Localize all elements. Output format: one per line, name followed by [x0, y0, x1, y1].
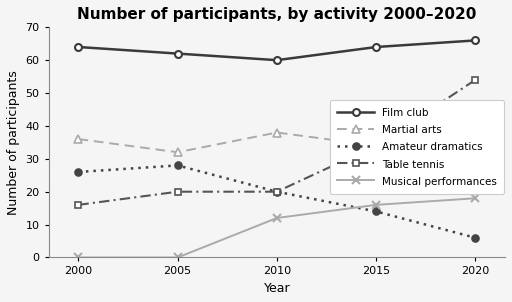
Line: Musical performances: Musical performances	[74, 194, 479, 262]
Table tennis	[175, 190, 181, 194]
Martial arts	[274, 131, 280, 134]
Film club	[373, 45, 379, 49]
Amateur dramatics	[472, 236, 478, 239]
Amateur dramatics	[75, 170, 81, 174]
Line: Table tennis: Table tennis	[75, 76, 479, 208]
Martial arts	[472, 137, 478, 141]
Musical performances	[472, 197, 478, 200]
Musical performances	[175, 256, 181, 259]
Legend: Film club, Martial arts, Amateur dramatics, Table tennis, Musical performances: Film club, Martial arts, Amateur dramati…	[330, 100, 504, 194]
Musical performances	[373, 203, 379, 207]
Table tennis	[274, 190, 280, 194]
Table tennis	[75, 203, 81, 207]
Y-axis label: Number of participants: Number of participants	[7, 70, 20, 215]
Film club	[175, 52, 181, 55]
Martial arts	[175, 150, 181, 154]
Martial arts	[373, 144, 379, 147]
Amateur dramatics	[274, 190, 280, 194]
Line: Amateur dramatics: Amateur dramatics	[75, 162, 479, 241]
Amateur dramatics	[175, 164, 181, 167]
Musical performances	[274, 216, 280, 220]
Film club	[75, 45, 81, 49]
Table tennis	[373, 144, 379, 147]
Amateur dramatics	[373, 210, 379, 213]
Line: Martial arts: Martial arts	[74, 128, 479, 156]
Table tennis	[472, 78, 478, 82]
Martial arts	[75, 137, 81, 141]
Film club	[472, 39, 478, 42]
Film club	[274, 58, 280, 62]
Line: Film club: Film club	[75, 37, 479, 64]
X-axis label: Year: Year	[264, 282, 290, 295]
Musical performances	[75, 256, 81, 259]
Title: Number of participants, by activity 2000–2020: Number of participants, by activity 2000…	[77, 7, 477, 22]
